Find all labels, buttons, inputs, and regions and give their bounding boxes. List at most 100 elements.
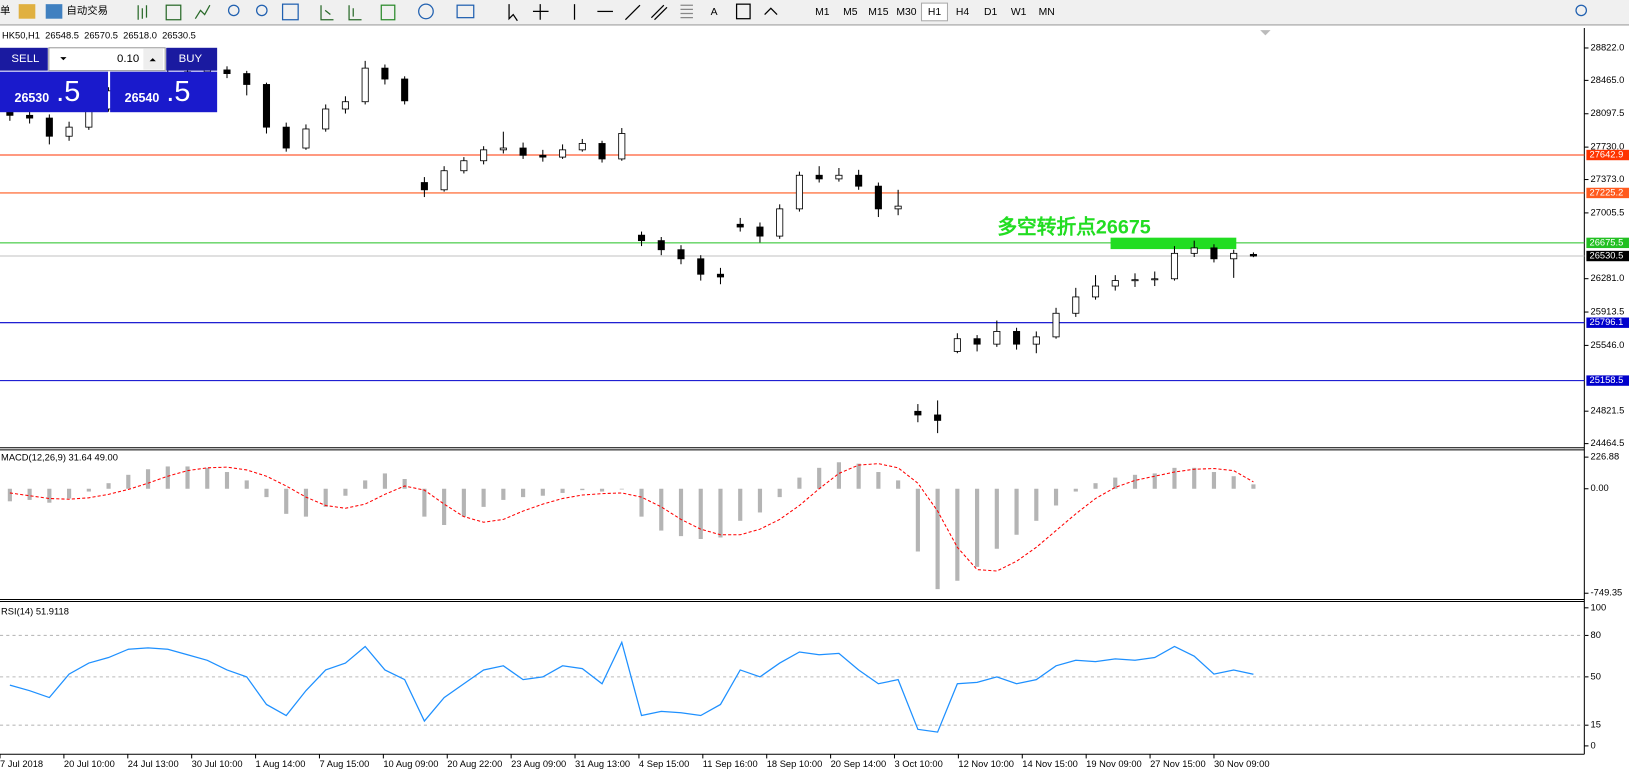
candle-body [835, 174, 843, 180]
y-tick-label: 26281.0 [1591, 273, 1625, 283]
price-level-tag [1586, 317, 1629, 328]
bid-price: 26530 [15, 91, 50, 105]
bar-chart-icon[interactable] [137, 5, 148, 20]
timeframe-label[interactable]: H1 [928, 7, 941, 18]
one-click-trading-panel: SELL 0.10 BUY 26530 .5 26540 .5 [0, 47, 218, 113]
y-tick-label: 0.00 [1591, 483, 1609, 493]
header-field: 26530.5 [162, 31, 196, 41]
candle-body [539, 154, 547, 158]
x-tick-label: 7 Jul 2018 [0, 759, 43, 769]
templates-icon[interactable] [456, 4, 475, 19]
header-field: HK50,H1 [2, 31, 40, 41]
channel-icon[interactable] [650, 4, 668, 21]
toolbar-icon[interactable] [45, 4, 63, 19]
timeframe-label[interactable]: M30 [896, 7, 916, 18]
candle-body [716, 273, 725, 278]
header-field: 26518.0 [123, 31, 157, 41]
candle-body [262, 84, 271, 128]
candle-body [302, 128, 310, 149]
macd-signal [9, 463, 1254, 572]
text-tool[interactable]: A [711, 7, 718, 18]
autoscroll-icon[interactable] [320, 5, 334, 21]
timeframe-label[interactable]: M1 [815, 7, 830, 18]
price-level-label: 27225.2 [1590, 187, 1624, 197]
label-icon[interactable] [735, 3, 751, 20]
periods-icon[interactable] [418, 3, 434, 20]
shift-icon[interactable] [348, 5, 362, 21]
x-tick-label: 3 Oct 10:00 [894, 759, 942, 769]
x-tick-label: 27 Nov 15:00 [1150, 759, 1206, 769]
price-level-label: 26675.5 [1590, 237, 1624, 247]
chart-header: HK50,H1 26548.5 26570.5 26518.0 26530.5 [2, 31, 196, 41]
crosshair-icon[interactable] [532, 4, 549, 20]
candle-body [1052, 312, 1060, 338]
timeframe-label[interactable]: M5 [843, 7, 858, 18]
lot-down[interactable] [60, 57, 67, 61]
lot-box[interactable] [48, 47, 166, 72]
candle-body [914, 410, 922, 416]
x-tick-label: 31 Aug 13:00 [575, 759, 630, 769]
candle-body [65, 126, 73, 137]
pane-title: MACD(12,26,9) 31.64 49.00 [1, 453, 118, 463]
search-icon[interactable] [1575, 4, 1588, 17]
candle-body [618, 133, 626, 160]
y-tick-label: 226.88 [1591, 452, 1620, 462]
ask-fraction: .5 [166, 76, 190, 108]
timeframe-label[interactable]: D1 [984, 7, 997, 18]
candle-body [460, 160, 468, 172]
y-tick-label: 27373.0 [1591, 174, 1625, 184]
ask-box[interactable] [110, 71, 218, 113]
candle-chart-icon[interactable] [165, 4, 182, 21]
x-tick-label: 4 Sep 15:00 [639, 759, 689, 769]
candle-body [1190, 247, 1198, 254]
y-tick-label: 15 [1591, 720, 1601, 730]
x-tick-label: 30 Jul 10:00 [192, 759, 243, 769]
timeframe-button[interactable] [920, 2, 948, 22]
timeframe-label[interactable]: M15 [868, 7, 888, 18]
candle-body [756, 226, 764, 237]
arrow-icon[interactable] [764, 7, 778, 15]
toolbar-icon[interactable] [18, 4, 36, 19]
candle-body [637, 234, 646, 242]
line-chart-icon[interactable] [194, 4, 211, 20]
timeframe-label[interactable]: MN [1039, 7, 1055, 18]
candle-body [874, 185, 882, 210]
candle-body [519, 147, 527, 156]
trendline-icon[interactable] [624, 4, 641, 21]
buy-button[interactable] [166, 47, 218, 71]
lot-value[interactable]: 0.10 [117, 53, 139, 65]
bid-box[interactable] [0, 71, 109, 113]
menu-fragment[interactable]: 单 [0, 5, 10, 17]
bid-label: 26530.5 [1590, 250, 1624, 260]
x-tick-label: 30 Nov 09:00 [1214, 759, 1270, 769]
indicators-icon[interactable] [380, 4, 396, 21]
bid-tag [1586, 250, 1629, 262]
fibo-icon[interactable] [680, 4, 693, 19]
x-tick-label: 12 Nov 10:00 [958, 759, 1014, 769]
bid-fraction: .5 [56, 76, 80, 108]
candle-body [953, 338, 961, 352]
zoom-out-icon[interactable] [255, 4, 268, 17]
lot-up[interactable] [149, 58, 156, 62]
candle-body [559, 149, 567, 158]
candle-body [401, 78, 409, 102]
sell-button[interactable] [0, 47, 48, 71]
x-tick-label: 11 Sep 16:00 [703, 759, 758, 769]
zoom-in-icon[interactable] [227, 4, 240, 17]
auto-trade-button[interactable]: 自动交易 [66, 4, 108, 17]
tile-icon[interactable] [281, 3, 299, 21]
y-tick-label: 24464.5 [1591, 438, 1625, 448]
timeframe-label[interactable]: W1 [1011, 7, 1027, 18]
candle-body [1091, 285, 1100, 298]
x-tick-label: 20 Aug 22:00 [447, 759, 502, 769]
price-level-tag [1586, 375, 1629, 386]
header-field: 26548.5 [45, 31, 79, 41]
candle-body [1111, 280, 1119, 287]
candle-body [480, 149, 488, 162]
cursor-icon[interactable] [508, 4, 518, 22]
ask-price: 26540 [125, 91, 160, 105]
chart-area [0, 28, 1585, 774]
candle-body [578, 143, 586, 151]
timeframe-label[interactable]: H4 [956, 7, 969, 18]
sell-label: SELL [11, 53, 39, 65]
